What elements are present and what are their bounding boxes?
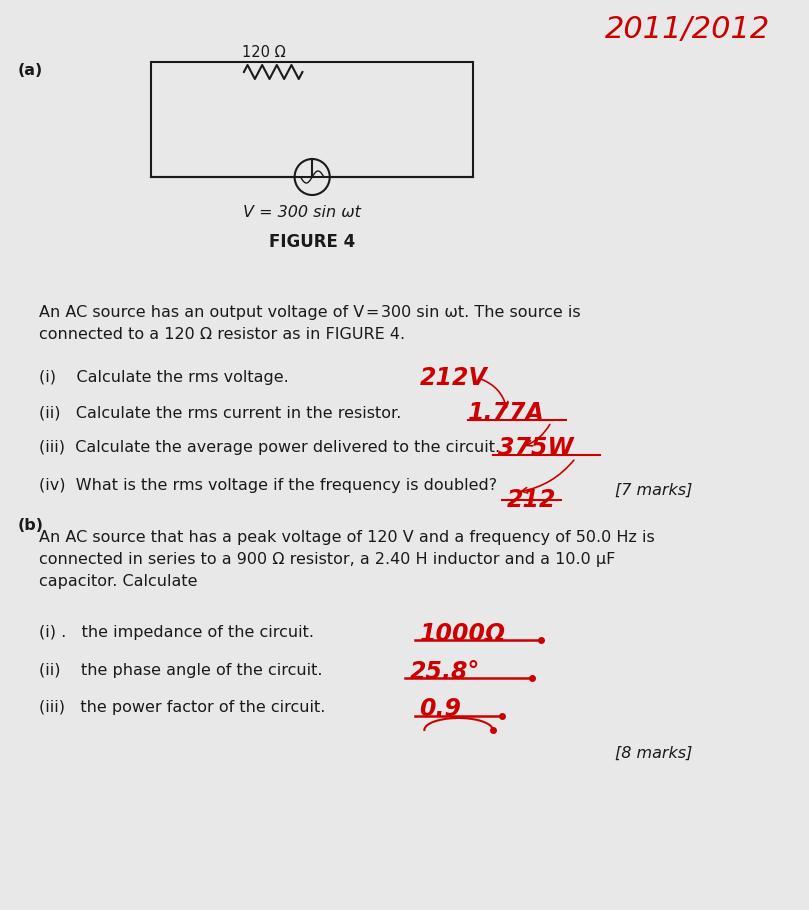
Text: (iii)   the power factor of the circuit.: (iii) the power factor of the circuit. [39, 700, 325, 715]
Text: 1000Ω: 1000Ω [420, 622, 506, 646]
Text: (ii)    the phase angle of the circuit.: (ii) the phase angle of the circuit. [39, 663, 323, 678]
Bar [151, 62, 473, 177]
Text: [7 marks]: [7 marks] [615, 483, 692, 498]
Text: 0.9: 0.9 [420, 697, 461, 721]
Text: (iv)  What is the rms voltage if the frequency is doubled?: (iv) What is the rms voltage if the freq… [39, 478, 498, 493]
Text: FIGURE 4: FIGURE 4 [269, 233, 355, 251]
Text: V = 300 sin ωt: V = 300 sin ωt [244, 205, 362, 220]
Text: 375W: 375W [498, 436, 573, 460]
Text: An AC source that has a peak voltage of 120 V and a frequency of 50.0 Hz is
conn: An AC source that has a peak voltage of … [39, 530, 654, 590]
Text: (a): (a) [18, 63, 43, 78]
Text: (i) .   the impedance of the circuit.: (i) . the impedance of the circuit. [39, 625, 314, 640]
Text: (i)    Calculate the rms voltage.: (i) Calculate the rms voltage. [39, 370, 289, 385]
Text: (iii)  Calculate the average power delivered to the circuit.: (iii) Calculate the average power delive… [39, 440, 500, 455]
Text: (ii)   Calculate the rms current in the resistor.: (ii) Calculate the rms current in the re… [39, 405, 401, 420]
Text: 1.77A: 1.77A [468, 401, 545, 425]
Text: 25.8°: 25.8° [409, 660, 480, 684]
Text: An AC source has an output voltage of V = 300 sin ωt. The source is
connected to: An AC source has an output voltage of V … [39, 305, 581, 342]
Text: 212: 212 [507, 488, 557, 512]
Text: 212V: 212V [420, 366, 487, 390]
Text: 2011/2012: 2011/2012 [605, 15, 770, 44]
Text: [8 marks]: [8 marks] [615, 746, 692, 761]
Text: 120 Ω: 120 Ω [242, 45, 286, 60]
Text: (b): (b) [18, 518, 44, 533]
